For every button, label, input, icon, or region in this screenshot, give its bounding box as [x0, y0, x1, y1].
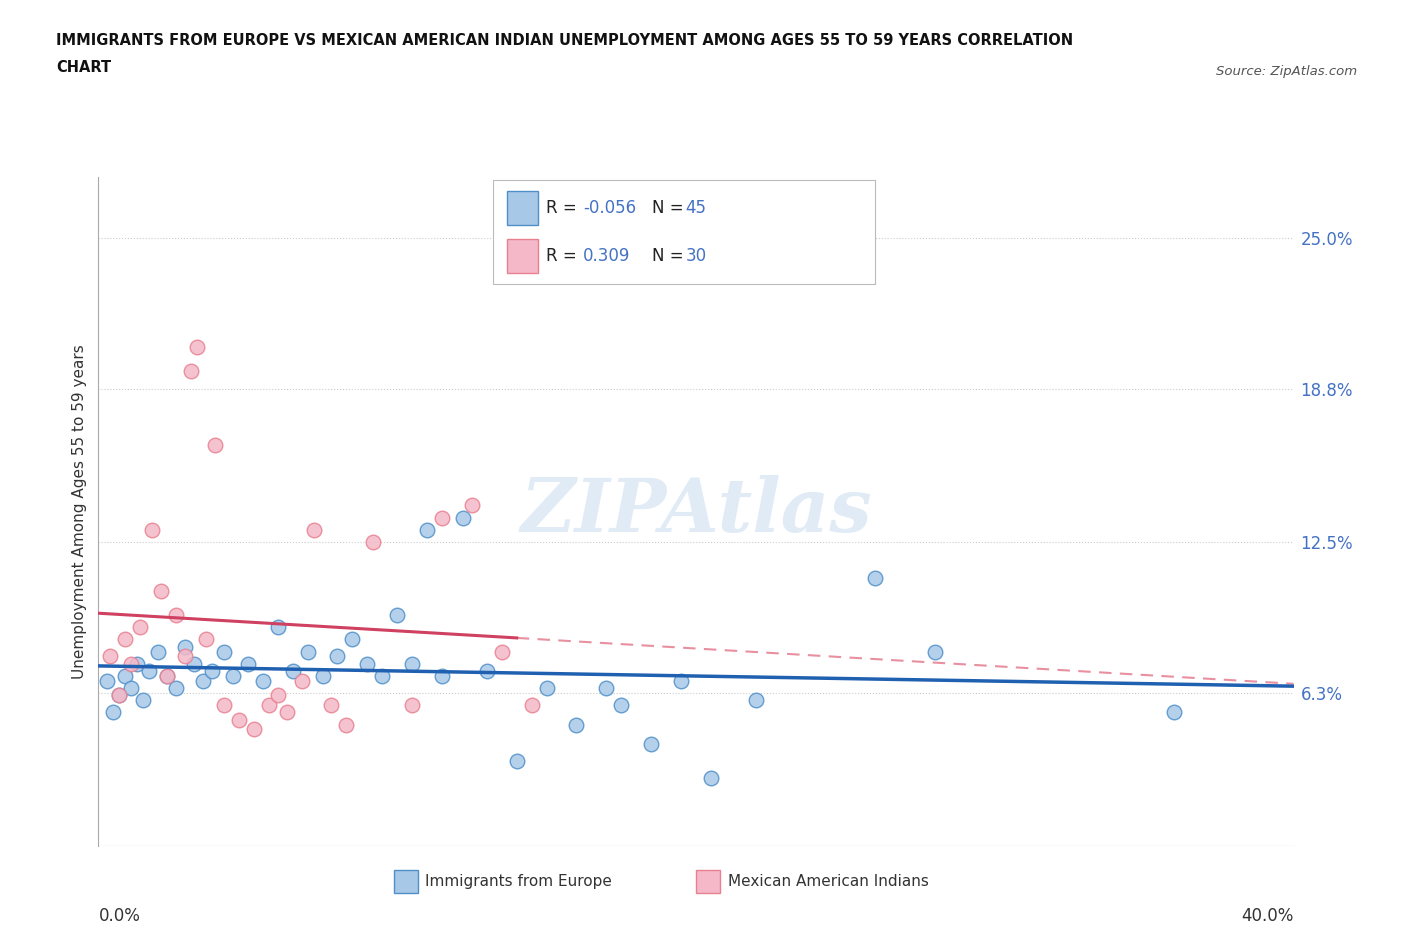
Point	[297, 644, 319, 659]
Point	[114, 669, 136, 684]
Y-axis label: Unemployment Among Ages 55 to 59 years: Unemployment Among Ages 55 to 59 years	[72, 344, 87, 679]
Point	[430, 669, 453, 684]
Point	[595, 681, 617, 696]
Point	[401, 657, 423, 671]
Point	[863, 571, 887, 586]
Point	[371, 669, 394, 684]
Text: N =: N =	[651, 246, 689, 265]
Point	[491, 644, 513, 659]
Point	[252, 673, 274, 688]
Point	[335, 717, 357, 732]
Point	[451, 511, 474, 525]
Point	[156, 669, 179, 684]
Point	[745, 693, 768, 708]
Text: 0.0%: 0.0%	[98, 907, 141, 925]
Point	[401, 698, 423, 712]
Point	[212, 644, 235, 659]
Text: Mexican American Indians: Mexican American Indians	[728, 874, 929, 889]
Text: N =: N =	[651, 199, 689, 217]
Point	[565, 717, 588, 732]
Point	[191, 673, 214, 688]
Text: ZIPAtlas: ZIPAtlas	[520, 475, 872, 548]
Point	[156, 669, 179, 684]
Point	[108, 688, 131, 703]
Point	[186, 339, 208, 354]
Point	[416, 523, 439, 538]
Point	[520, 698, 543, 712]
Point	[165, 607, 187, 622]
Text: Immigrants from Europe: Immigrants from Europe	[425, 874, 612, 889]
Point	[276, 705, 298, 720]
Text: R =: R =	[546, 199, 582, 217]
Point	[150, 583, 173, 598]
Point	[342, 631, 364, 646]
Point	[924, 644, 946, 659]
Point	[174, 649, 197, 664]
Point	[165, 681, 187, 696]
Point	[195, 631, 218, 646]
Point	[148, 644, 170, 659]
Point	[180, 364, 202, 379]
Point	[138, 663, 160, 678]
Point	[700, 771, 723, 786]
Point	[141, 523, 163, 538]
Point	[1163, 705, 1185, 720]
Point	[174, 639, 197, 654]
Point	[281, 663, 304, 678]
Point	[222, 669, 245, 684]
Text: Source: ZipAtlas.com: Source: ZipAtlas.com	[1216, 65, 1357, 78]
Text: -0.056: -0.056	[582, 199, 636, 217]
Point	[236, 657, 259, 671]
Point	[243, 722, 266, 737]
Text: 30: 30	[686, 246, 707, 265]
Point	[100, 649, 122, 664]
Point	[311, 669, 333, 684]
Point	[430, 511, 453, 525]
Point	[183, 657, 205, 671]
Point	[536, 681, 558, 696]
Point	[204, 437, 226, 452]
Point	[302, 523, 325, 538]
Point	[108, 688, 131, 703]
Point	[120, 657, 142, 671]
Point	[461, 498, 484, 512]
Text: CHART: CHART	[56, 60, 111, 75]
Text: R =: R =	[546, 246, 582, 265]
Text: 40.0%: 40.0%	[1241, 907, 1294, 925]
Point	[132, 693, 155, 708]
Point	[475, 663, 498, 678]
Point	[267, 688, 290, 703]
Point	[506, 753, 529, 768]
Point	[201, 663, 224, 678]
Point	[326, 649, 349, 664]
Text: 45: 45	[686, 199, 706, 217]
Text: IMMIGRANTS FROM EUROPE VS MEXICAN AMERICAN INDIAN UNEMPLOYMENT AMONG AGES 55 TO : IMMIGRANTS FROM EUROPE VS MEXICAN AMERIC…	[56, 33, 1073, 47]
Point	[114, 631, 136, 646]
Text: 0.309: 0.309	[582, 246, 630, 265]
Point	[610, 698, 633, 712]
Point	[640, 737, 662, 751]
Point	[669, 673, 692, 688]
Point	[321, 698, 343, 712]
Point	[212, 698, 235, 712]
Point	[228, 712, 250, 727]
Point	[290, 673, 312, 688]
Point	[267, 619, 290, 634]
Point	[120, 681, 142, 696]
Point	[361, 535, 384, 550]
Point	[257, 698, 280, 712]
Point	[103, 705, 125, 720]
Point	[96, 673, 118, 688]
Point	[385, 607, 409, 622]
Point	[127, 657, 149, 671]
Point	[129, 619, 152, 634]
Point	[356, 657, 378, 671]
